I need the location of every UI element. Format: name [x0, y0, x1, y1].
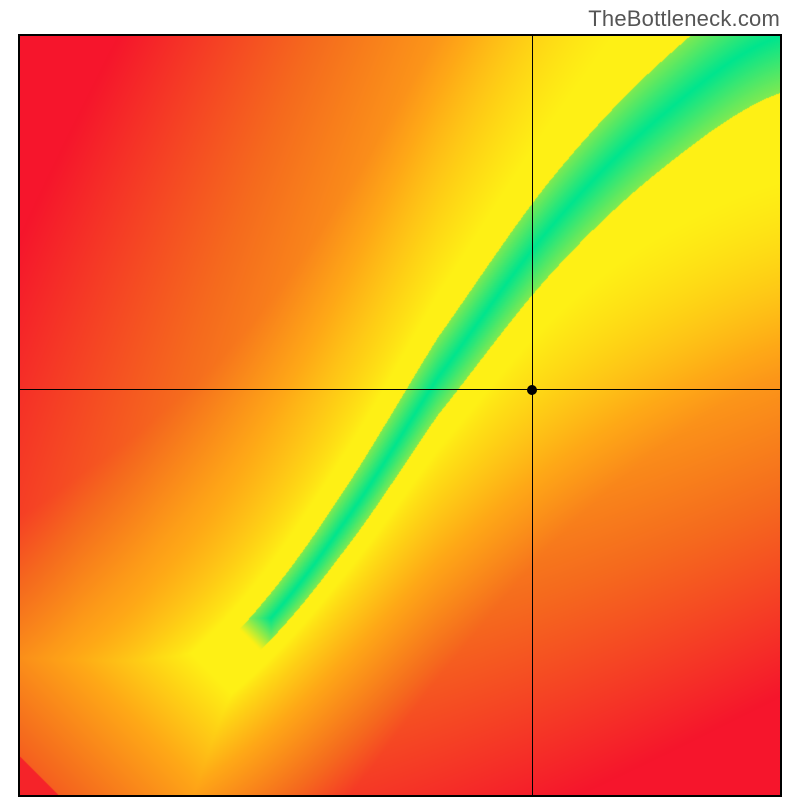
chart-container: { "watermark": { "text": "TheBottleneck.… — [0, 0, 800, 800]
watermark-text: TheBottleneck.com — [588, 6, 780, 32]
crosshair-horizontal — [20, 389, 780, 390]
heatmap-canvas — [20, 36, 780, 795]
crosshair-vertical — [532, 36, 533, 795]
crosshair-dot — [527, 385, 537, 395]
heatmap-region — [20, 36, 780, 795]
